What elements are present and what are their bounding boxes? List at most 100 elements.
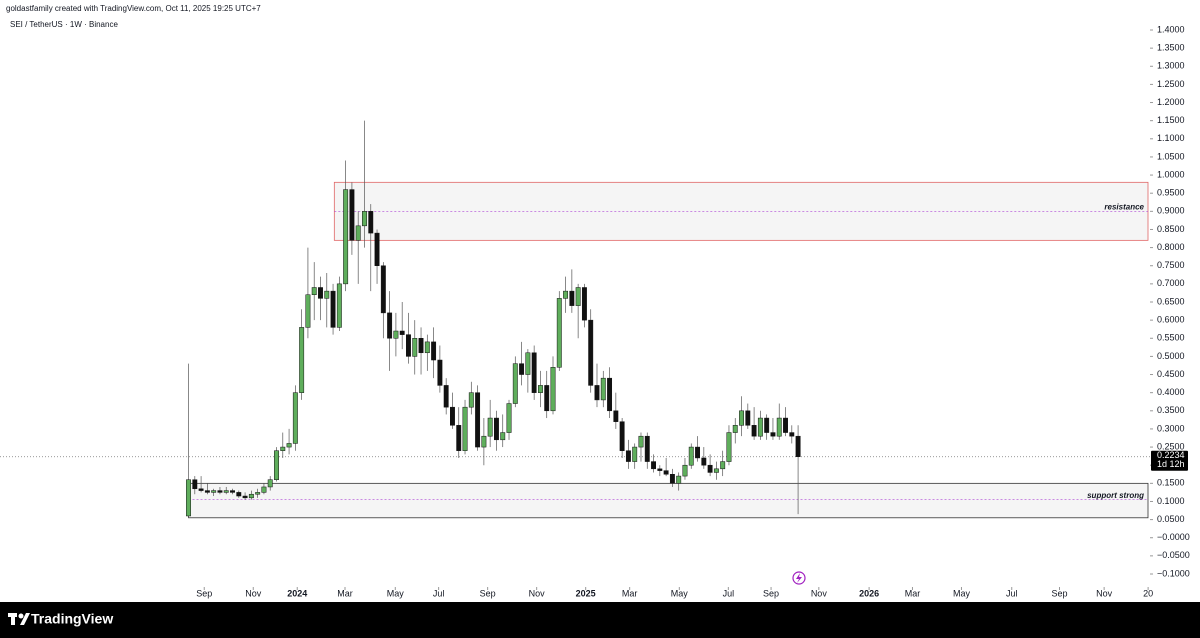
y-tick-label: 0.3500	[1157, 405, 1185, 415]
candle-body	[418, 338, 424, 354]
y-tick-label: 0.1000	[1157, 496, 1185, 506]
candle-body	[519, 363, 525, 375]
price-tag-label: 0.2234	[1157, 450, 1185, 460]
y-tick-label: 0.6000	[1157, 315, 1185, 325]
y-tick-label: 0.6500	[1157, 296, 1185, 306]
candle-body	[613, 410, 619, 422]
x-tick-label: 2025	[576, 588, 596, 598]
candle-body	[682, 464, 688, 477]
candle-body	[368, 211, 374, 234]
candle-body	[374, 232, 380, 266]
candle-body	[739, 410, 744, 426]
y-tick-label: 0.5500	[1157, 333, 1185, 343]
candle-body	[261, 486, 267, 493]
logo	[8, 613, 30, 625]
y-tick-label: 0.5000	[1157, 351, 1185, 361]
x-tick-label: Nov	[245, 588, 262, 598]
candle-body	[770, 432, 776, 437]
countdown: 1d 12h	[1157, 459, 1185, 469]
y-tick-label: 0.9000	[1157, 206, 1185, 216]
y-tick-label: 0.2500	[1157, 441, 1185, 451]
candle-body	[588, 319, 594, 386]
chart-title: SEI / TetherUS · 1W · Binance	[10, 20, 118, 29]
x-tick-label: Mar	[337, 588, 353, 598]
candle-body	[695, 446, 700, 459]
candle-body	[764, 417, 770, 433]
candle-body	[625, 450, 631, 462]
candle-body	[638, 435, 644, 448]
candle-body	[713, 468, 719, 473]
candle-body	[292, 392, 298, 444]
candle-body	[493, 417, 499, 441]
candle-body	[355, 225, 361, 241]
candle-body	[349, 189, 355, 241]
candle-body	[236, 492, 242, 497]
y-tick-label: 0.0500	[1157, 514, 1185, 524]
candle-body	[707, 464, 713, 473]
y-tick-label: 0.8500	[1157, 224, 1185, 234]
candle-body	[795, 435, 801, 457]
candle-body	[336, 283, 342, 328]
candle-body	[506, 403, 512, 433]
y-tick-label: −0.0500	[1157, 550, 1190, 560]
candle-body	[311, 287, 317, 295]
zone	[333, 181, 1149, 241]
candle-body	[531, 352, 537, 393]
candle-body	[217, 490, 223, 493]
y-tick-label: 0.7000	[1157, 278, 1185, 288]
bolt-icon	[792, 571, 806, 585]
candle-body	[393, 330, 399, 339]
candle-body	[563, 290, 569, 299]
candle-body	[789, 432, 795, 437]
candle-body	[751, 425, 757, 437]
candle-body	[255, 492, 261, 495]
candle-body	[500, 432, 506, 441]
footer-brand: TradingView	[31, 611, 113, 627]
candle-body	[732, 425, 738, 433]
footer-bar	[0, 602, 1200, 638]
candle-body	[663, 470, 669, 475]
y-tick-label: 0.7500	[1157, 260, 1185, 270]
candle-body	[437, 359, 443, 386]
x-tick-label: Nov	[1096, 588, 1113, 598]
candle-body	[399, 330, 405, 335]
candle-body	[556, 298, 562, 368]
y-tick-label: 1.0000	[1157, 169, 1185, 179]
candle-body	[443, 385, 449, 408]
candle-body	[701, 457, 707, 466]
x-tick-label: May	[387, 588, 405, 598]
x-tick-label: Sep	[480, 588, 496, 598]
candle-body	[757, 417, 763, 437]
candle-body	[280, 446, 286, 451]
candle-body	[468, 392, 474, 408]
candle-body	[330, 290, 336, 328]
candle-body	[424, 341, 430, 354]
candle-body	[776, 417, 782, 437]
y-tick-label: 1.1500	[1157, 115, 1185, 125]
candle-body	[387, 312, 393, 339]
x-tick-label: Sep	[196, 588, 212, 598]
y-tick-label: 1.4000	[1157, 24, 1185, 34]
zone	[188, 482, 1149, 519]
candle-body	[186, 479, 191, 517]
candle-body	[550, 367, 556, 412]
candle-body	[632, 446, 638, 462]
candle-body	[198, 488, 204, 491]
candle-body	[651, 461, 657, 470]
y-tick-label: −0.1000	[1157, 568, 1190, 578]
candle-body	[512, 363, 518, 404]
y-tick-label: 0.4000	[1157, 387, 1185, 397]
candle-body	[362, 211, 367, 227]
x-tick-label: Jul	[433, 588, 445, 598]
candle-body	[431, 341, 437, 361]
candle-body	[248, 493, 254, 499]
candle-body	[600, 377, 606, 401]
candle-body	[575, 287, 581, 306]
candle-body	[343, 189, 349, 285]
candle-body	[607, 377, 613, 412]
zone-label: support strong	[1087, 491, 1144, 500]
y-tick-label: 1.0500	[1157, 151, 1185, 161]
candle-body	[581, 287, 587, 321]
candle-body	[318, 287, 323, 299]
